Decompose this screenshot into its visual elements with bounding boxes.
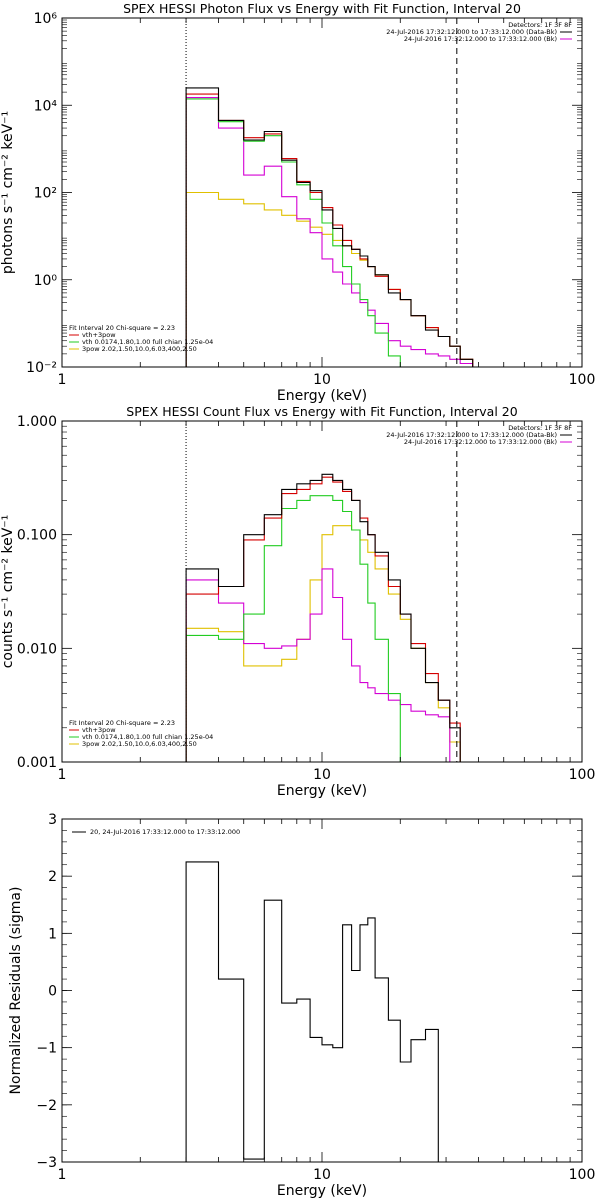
series-group (185, 473, 461, 762)
x-tick-label: 10 (313, 1167, 331, 1183)
y-tick-label: −2 (36, 1098, 57, 1114)
header-detectors: Detectors: 1F 3F 8F (508, 21, 572, 29)
plot-frame (61, 818, 583, 1163)
series-bk-line (185, 97, 474, 367)
legend-vth-label: vth 0.0174,1.80,1.00 full chian 1.25e-04 (82, 338, 213, 346)
series-sum-line (185, 476, 461, 762)
x-tick-label: 10 (313, 372, 331, 388)
legend-3pow-label: 3pow 2.02,1.50,10.0,6.03,400,2.50 (82, 345, 197, 353)
residuals-panel: 1 10 100 Energy (keV) −3 −2 −1 0 1 2 3 Normalized R… (8, 812, 595, 1199)
header-bk-interval: 24-Jul-2016 17:32:12.000 to 17:33:12.000… (404, 438, 557, 446)
y-tick-label: 10⁴ (34, 98, 58, 114)
legend-label: 20, 24-Jul-2016 17:33:12.000 to 17:33:12… (90, 828, 240, 836)
legend-fit-info: Fit Interval 20 Chi-square = 2.23 (69, 719, 175, 727)
y-tick-label: 2 (48, 869, 57, 885)
chart-title: SPEX HESSI Count Flux vs Energy with Fit… (126, 404, 517, 419)
chart-title: SPEX HESSI Photon Flux vs Energy with Fi… (123, 1, 521, 16)
series-group (185, 861, 439, 1162)
y-tick-label: −3 (36, 1155, 57, 1171)
y-tick-label: 10² (34, 186, 57, 202)
y-tick-label: 3 (48, 812, 57, 828)
x-tick-label: 1 (58, 372, 67, 388)
legend-fit-info: Fit Interval 20 Chi-square = 2.23 (69, 324, 175, 332)
header-detectors: Detectors: 1F 3F 8F (508, 424, 572, 432)
series-3pow-line (185, 191, 474, 367)
photon-flux-panel: SPEX HESSI Photon Flux vs Energy with Fi… (0, 1, 595, 404)
legend-3pow-label: 3pow 2.02,1.50,10.0,6.03,400,2.50 (82, 740, 197, 748)
y-tick-label: 0.010 (17, 641, 57, 657)
x-tick-label: 1 (58, 1167, 67, 1183)
x-tick-label: 1 (58, 767, 67, 783)
y-tick-label: 1.000 (17, 414, 57, 430)
y-axis-label: Normalized Residuals (sigma) (8, 887, 24, 1095)
x-axis-label: Energy (keV) (277, 1183, 367, 1199)
header-data-interval: 24-Jul-2016 17:32:12.000 to 17:33:12.000… (386, 28, 557, 36)
count-flux-panel: SPEX HESSI Count Flux vs Energy with Fit… (0, 404, 595, 799)
series-vth-line (185, 495, 401, 762)
x-axis-label: Energy (keV) (277, 388, 367, 404)
legend-sum-label: vth+3pow (82, 726, 116, 734)
y-tick-label: 0 (48, 984, 57, 1000)
legend-vth-label: vth 0.0174,1.80,1.00 full chian 1.25e-04 (82, 733, 213, 741)
legend-sum-label: vth+3pow (82, 331, 116, 339)
series-group (185, 87, 474, 367)
series-total-line (185, 473, 461, 762)
series-total-line (185, 87, 474, 367)
x-tick-label: 100 (569, 1167, 596, 1183)
series-total-line (185, 861, 439, 1162)
y-tick-label: −1 (36, 1041, 57, 1057)
header-bk-interval: 24-Jul-2016 17:32:12.000 to 17:33:12.000… (404, 35, 557, 43)
x-tick-label: 100 (569, 372, 596, 388)
x-tick-label: 10 (313, 767, 331, 783)
y-axis-label: counts s⁻¹ cm⁻² keV⁻¹ (0, 515, 16, 669)
y-tick-label: 0.001 (17, 755, 57, 771)
y-tick-label: 10⁰ (34, 273, 58, 289)
y-tick-label: 1 (48, 926, 57, 942)
x-tick-label: 100 (569, 767, 596, 783)
series-vth-line (185, 98, 401, 367)
series-bk-line (185, 568, 451, 762)
y-tick-label: 10⁻² (26, 360, 57, 376)
y-axis-label: photons s⁻¹ cm⁻² keV⁻¹ (0, 111, 16, 274)
x-axis-label: Energy (keV) (277, 783, 367, 799)
series-3pow-line (185, 525, 461, 762)
y-tick-label: 10⁶ (34, 11, 58, 27)
y-tick-label: 0.100 (17, 528, 57, 544)
header-data-interval: 24-Jul-2016 17:32:12.000 to 17:33:12.000… (386, 431, 557, 439)
